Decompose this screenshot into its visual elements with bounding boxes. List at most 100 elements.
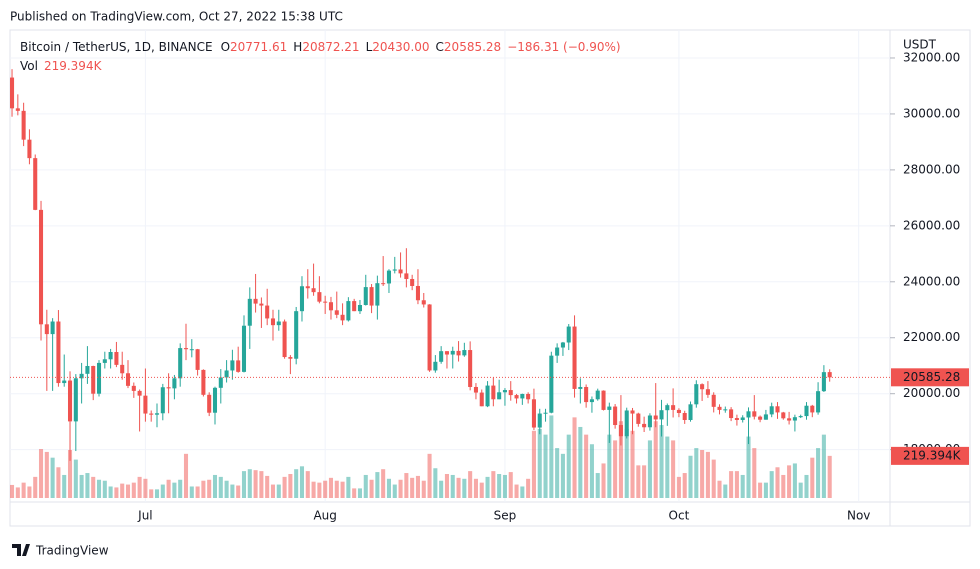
last-volume-label: 219.394K: [903, 448, 962, 462]
volume-bar: [189, 486, 194, 498]
candle-body: [282, 321, 287, 358]
candle-body: [357, 305, 362, 312]
candle-body: [166, 387, 171, 389]
volume-bar: [746, 436, 751, 498]
candle-body: [323, 301, 328, 303]
volume-bar: [149, 489, 154, 498]
candle-body: [73, 378, 78, 422]
candle-body: [798, 416, 803, 418]
volume-bar: [102, 480, 107, 498]
candle-body: [705, 389, 710, 395]
volume-bar: [508, 472, 513, 498]
volume-bar: [276, 484, 281, 498]
volume-bar: [491, 471, 496, 498]
candle-body: [311, 288, 316, 293]
candle-body: [572, 326, 577, 389]
volume-bar: [62, 474, 67, 498]
candle-body: [352, 301, 357, 312]
candle-body: [613, 406, 618, 426]
volume-bar: [230, 484, 235, 498]
volume-bar: [734, 471, 739, 498]
candle-body: [247, 298, 252, 326]
candle-body: [50, 321, 55, 335]
candle-body: [160, 387, 165, 414]
volume-bar: [473, 478, 478, 498]
volume-bar: [566, 434, 571, 498]
volume-layer: [10, 415, 832, 498]
candle-body: [131, 385, 136, 391]
last-price-label: 20585.28: [903, 370, 960, 384]
volume-bar: [729, 471, 734, 498]
volume-bar: [456, 477, 461, 498]
y-tick-label: 24000.00: [903, 274, 960, 288]
candle-body: [195, 349, 200, 370]
legend-key: C: [436, 40, 444, 54]
y-tick-label: 32000.00: [903, 50, 960, 64]
candle-body: [427, 304, 432, 371]
volume-bar: [340, 481, 345, 498]
volume-bar: [357, 488, 362, 498]
volume-bar: [410, 477, 415, 498]
volume-bar: [44, 451, 49, 498]
legend-key: H: [293, 40, 302, 54]
volume-bar: [207, 479, 212, 498]
volume-bar: [79, 474, 84, 498]
volume-bar: [827, 455, 832, 498]
y-tick-label: 22000.00: [903, 330, 960, 344]
volume-bar: [607, 434, 612, 498]
logo: TradingView: [12, 544, 109, 558]
y-tick-label: 20000.00: [903, 386, 960, 400]
volume-bar: [328, 477, 334, 498]
volume-bar: [543, 434, 548, 498]
volume-bar: [241, 471, 247, 498]
volume-bar: [143, 478, 148, 498]
candle-body: [810, 405, 815, 413]
candle-body: [328, 302, 334, 311]
volume-bar: [346, 476, 351, 498]
candle-body: [723, 409, 728, 411]
candle-body: [456, 350, 461, 356]
candle-body: [410, 278, 415, 286]
volume-bar: [125, 484, 131, 498]
volume-bar: [50, 457, 55, 498]
volume-legend: Vol 219.394K: [20, 59, 103, 73]
candle-body: [740, 417, 745, 420]
candle-body: [700, 384, 705, 390]
volume-bar: [91, 476, 96, 498]
candle-body: [595, 390, 600, 400]
legend-change: −186.31 (−0.90%): [507, 40, 620, 54]
candle-body: [775, 406, 780, 413]
volume-bar: [334, 480, 339, 498]
candle-body: [189, 349, 194, 351]
candle-body: [137, 390, 142, 396]
volume-bar: [265, 475, 270, 498]
volume-bar: [444, 474, 449, 498]
volume-bar: [131, 482, 136, 498]
candle-layer: [10, 69, 890, 461]
candle-body: [508, 390, 513, 396]
volume-bar: [38, 449, 44, 498]
candle-body: [439, 351, 444, 362]
volume-bar: [700, 450, 705, 498]
candle-body: [421, 300, 426, 305]
candle-body: [207, 394, 212, 413]
x-tick-label: Nov: [847, 509, 870, 523]
candle-body: [537, 413, 542, 428]
candle-body: [154, 413, 160, 415]
legend-key: L: [366, 40, 373, 54]
volume-bar: [415, 475, 420, 498]
volume-bar: [386, 478, 391, 498]
axis-layer: 18000.0020000.0022000.0024000.0026000.00…: [137, 50, 969, 523]
candle-body: [642, 423, 647, 428]
volume-bar: [85, 473, 90, 498]
volume-bar: [555, 448, 560, 498]
volume-bar: [311, 481, 316, 498]
candle-body: [317, 292, 322, 302]
volume-bar: [584, 434, 589, 498]
legend-value: 20430.00: [372, 40, 429, 54]
candle-body: [96, 362, 102, 394]
candle-body: [827, 372, 832, 378]
volume-bar: [299, 466, 305, 498]
volume-bar: [201, 480, 206, 498]
volume-bar: [676, 476, 681, 498]
